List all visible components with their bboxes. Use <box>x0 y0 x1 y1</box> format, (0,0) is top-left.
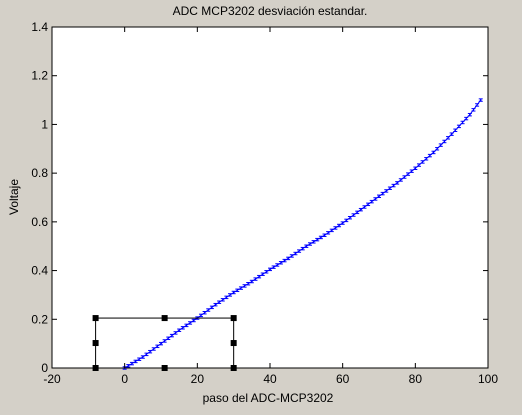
data-point <box>214 303 217 306</box>
selection-handle[interactable] <box>161 315 168 322</box>
chart-title: ADC MCP3202 desviación estandar. <box>173 4 368 18</box>
x-tick-label: 0 <box>121 372 128 386</box>
x-tick-label: -20 <box>43 372 61 386</box>
y-tick-label: 0.6 <box>31 215 48 229</box>
data-point <box>142 356 144 358</box>
selection-handle[interactable] <box>230 315 237 322</box>
x-tick-label: 80 <box>409 372 423 386</box>
y-tick-label: 1.4 <box>31 20 48 34</box>
y-tick-label: 1 <box>41 117 48 131</box>
selection-handle[interactable] <box>92 340 99 347</box>
y-axis-label: Voltaje <box>7 179 21 215</box>
data-layer <box>122 98 483 370</box>
data-point <box>323 234 326 237</box>
data-point <box>251 280 253 283</box>
data-point <box>232 291 235 294</box>
selection-handle[interactable] <box>230 340 237 347</box>
data-point <box>378 195 380 198</box>
x-tick-label: 20 <box>191 372 205 386</box>
y-tick-label: 0 <box>41 361 48 375</box>
data-point <box>269 268 271 271</box>
data-point <box>469 113 471 116</box>
data-point <box>360 208 362 211</box>
y-tick-label: 0.4 <box>31 264 48 278</box>
data-point <box>432 151 435 154</box>
data-point <box>479 99 482 101</box>
y-tick-label: 0.8 <box>31 166 48 180</box>
x-tick-label: 100 <box>478 372 498 386</box>
data-point <box>160 342 162 345</box>
data-point <box>396 182 398 184</box>
data-point <box>341 222 344 224</box>
data-point <box>450 133 453 135</box>
data-point <box>305 245 308 248</box>
data-point <box>178 329 180 332</box>
data-point <box>414 167 417 170</box>
x-tick-label: 60 <box>336 372 350 386</box>
y-tick-label: 1.2 <box>31 69 48 83</box>
axes-background <box>52 27 488 368</box>
y-tick-label: 0.2 <box>31 312 48 326</box>
data-point <box>287 257 289 260</box>
x-tick-label: 40 <box>263 372 277 386</box>
x-axis-label: paso del ADC-MCP3202 <box>203 391 334 405</box>
selection-handle[interactable] <box>92 315 99 322</box>
